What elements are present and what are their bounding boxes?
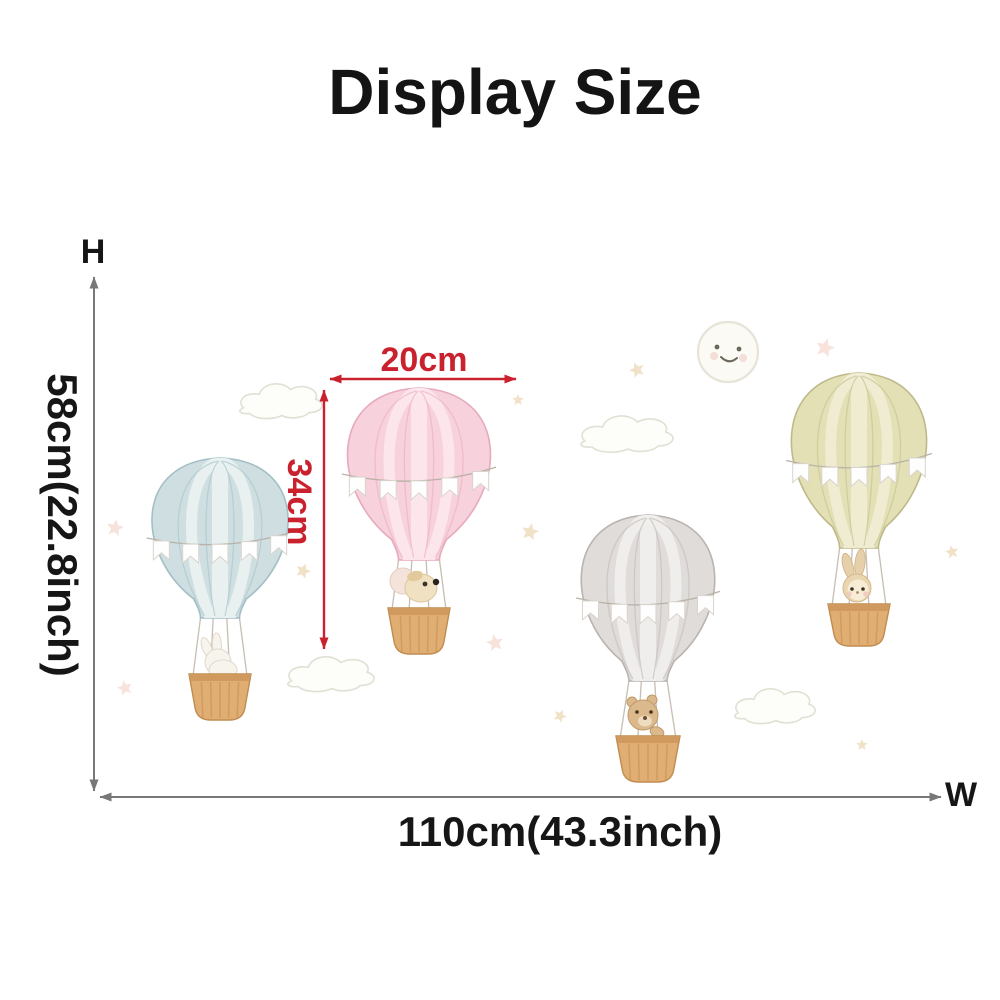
width-axis-letter: W: [944, 776, 978, 814]
bunting-flag: [850, 467, 868, 488]
bunting-flag: [152, 540, 170, 561]
hot-air-balloon-pink: [341, 387, 497, 655]
bunting-flag: [270, 535, 288, 556]
bunting-flag: [792, 463, 810, 484]
bunting-flag: [879, 463, 897, 485]
star: [486, 634, 503, 652]
bunting-flag: [182, 543, 200, 565]
bunting-flag: [240, 541, 258, 562]
bunting-flag: [379, 480, 397, 501]
bunting-flag: [821, 466, 839, 488]
star: [856, 739, 868, 750]
bunting-flag: [908, 457, 926, 479]
page-title: Display Size: [328, 56, 702, 128]
cloud: [580, 415, 674, 453]
bunting-flag: [581, 600, 599, 622]
overall-dimension-arrows: [89, 276, 942, 802]
star: [945, 545, 959, 559]
star: [107, 519, 124, 537]
hot-air-balloon-blue: [146, 457, 294, 721]
star: [553, 709, 567, 723]
item-height-label: 34cm: [280, 458, 318, 546]
smiling-moon: [696, 320, 760, 384]
item-width-label: 20cm: [380, 341, 468, 379]
height-axis-letter: H: [80, 233, 106, 271]
bunting-flag: [668, 601, 686, 622]
star: [296, 563, 311, 579]
bunting-flag: [211, 543, 229, 565]
cloud: [239, 383, 323, 420]
bunting-flag: [441, 477, 459, 498]
cloud: [734, 688, 817, 725]
bunting-flag: [472, 471, 490, 492]
bunting-flag: [410, 480, 428, 501]
item-dimension-arrows: [319, 374, 517, 650]
hot-air-balloon-grey: [575, 514, 721, 783]
bunting-flag: [697, 595, 715, 616]
cloud: [287, 656, 375, 693]
bunting-flag: [610, 603, 628, 625]
star: [117, 680, 132, 696]
total-height-label: 58cm(22.8inch): [39, 373, 86, 677]
star: [522, 523, 539, 541]
bunting-flag: [639, 604, 657, 625]
hot-air-balloon-khaki: [785, 372, 933, 647]
total-width-label: 110cm(43.3inch): [397, 808, 723, 855]
star: [816, 338, 835, 358]
star: [512, 394, 524, 405]
star: [629, 362, 644, 378]
bunting-flag: [348, 476, 366, 498]
